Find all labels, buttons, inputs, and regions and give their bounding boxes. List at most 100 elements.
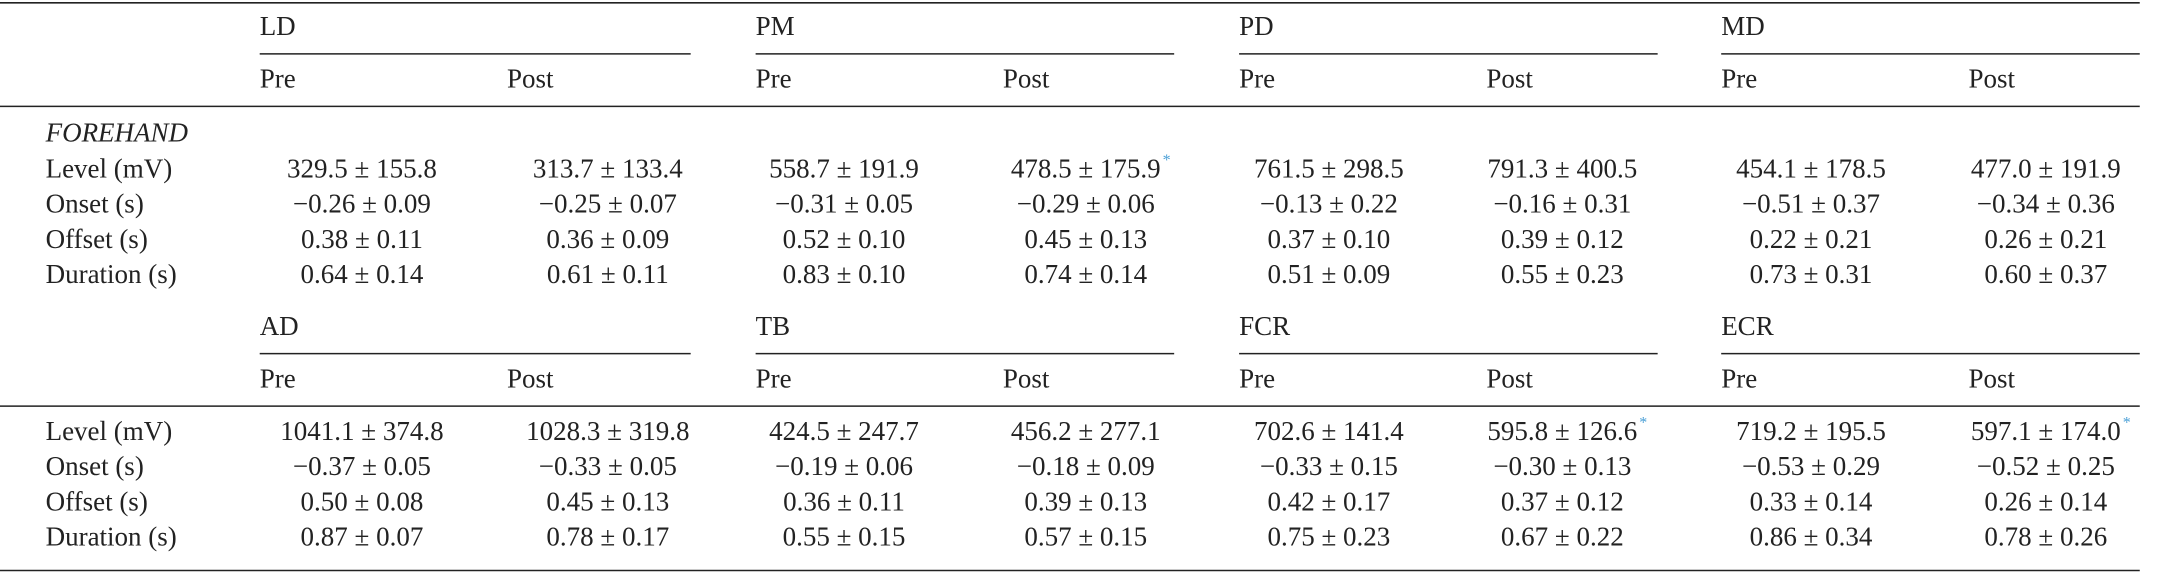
row-label: Onset (s) — [46, 451, 144, 481]
cell: 0.39 ± 0.13 — [1024, 486, 1147, 516]
cell: −0.33 ± 0.05 — [539, 451, 677, 481]
cell: 329.5 ± 155.8 — [287, 153, 437, 183]
cell: 0.45 ± 0.13 — [1024, 224, 1147, 254]
cell: −0.53 ± 0.29 — [1742, 451, 1880, 481]
cell: 313.7 ± 133.4 — [533, 153, 683, 183]
row-label: Duration (s) — [46, 259, 177, 289]
group-header: AD — [260, 311, 299, 341]
cell: 0.74 ± 0.14 — [1024, 259, 1147, 289]
cell: 1041.1 ± 374.8 — [280, 416, 443, 446]
cell: 0.86 ± 0.34 — [1750, 522, 1873, 552]
group-header: TB — [756, 311, 791, 341]
cell: 0.26 ± 0.14 — [1984, 486, 2107, 516]
cell: −0.34 ± 0.36 — [1977, 189, 2115, 219]
column-header: Pre — [1721, 363, 1757, 393]
group-header: PM — [756, 11, 795, 41]
cell: −0.18 ± 0.09 — [1017, 451, 1155, 481]
column-header: Pre — [1239, 64, 1275, 94]
cell: 0.45 ± 0.13 — [546, 486, 669, 516]
significance-mark: * — [1639, 414, 1647, 431]
significance-mark: * — [2123, 414, 2131, 431]
cell: 0.36 ± 0.11 — [783, 486, 905, 516]
cell: −0.16 ± 0.31 — [1493, 189, 1631, 219]
cell: 0.87 ± 0.07 — [301, 522, 424, 552]
cell: 702.6 ± 141.4 — [1254, 416, 1404, 446]
column-header: Post — [507, 363, 554, 393]
column-header: Post — [1486, 363, 1533, 393]
column-header: Post — [1486, 64, 1533, 94]
cell: 0.52 ± 0.10 — [783, 224, 906, 254]
cell: 0.33 ± 0.14 — [1750, 486, 1873, 516]
cell: 0.64 ± 0.14 — [301, 259, 424, 289]
cell: −0.37 ± 0.05 — [293, 451, 431, 481]
cell: 0.22 ± 0.21 — [1750, 224, 1873, 254]
cell: 0.37 ± 0.10 — [1267, 224, 1390, 254]
column-header: Post — [1968, 64, 2015, 94]
cell: 0.26 ± 0.21 — [1984, 224, 2107, 254]
cell: −0.19 ± 0.06 — [775, 451, 913, 481]
cell: 0.39 ± 0.12 — [1501, 224, 1624, 254]
cell: 0.36 ± 0.09 — [546, 224, 669, 254]
column-header: Post — [1968, 363, 2015, 393]
cell: 0.55 ± 0.15 — [783, 522, 906, 552]
cell: 558.7 ± 191.9 — [769, 153, 919, 183]
column-header: Post — [507, 64, 554, 94]
cell: 477.0 ± 191.9 — [1971, 153, 2121, 183]
cell: 0.57 ± 0.15 — [1024, 522, 1147, 552]
cell: 0.55 ± 0.23 — [1501, 259, 1624, 289]
cell: −0.13 ± 0.22 — [1260, 189, 1398, 219]
cell: 0.42 ± 0.17 — [1267, 486, 1390, 516]
cell: 0.51 ± 0.09 — [1267, 259, 1390, 289]
group-header: LD — [260, 11, 296, 41]
cell: −0.33 ± 0.15 — [1260, 451, 1398, 481]
cell: 0.50 ± 0.08 — [301, 486, 424, 516]
group-header: ECR — [1721, 311, 1774, 341]
column-header: Post — [1003, 64, 1050, 94]
row-label: Level (mV) — [46, 153, 173, 183]
section-label: FOREHAND — [45, 118, 189, 148]
cell: −0.29 ± 0.06 — [1017, 189, 1155, 219]
cell: 0.75 ± 0.23 — [1267, 522, 1390, 552]
cell: 1028.3 ± 319.8 — [526, 416, 689, 446]
cell: −0.25 ± 0.07 — [539, 189, 677, 219]
cell: 454.1 ± 178.5 — [1736, 153, 1886, 183]
row-label: Onset (s) — [46, 189, 144, 219]
cell: −0.30 ± 0.13 — [1493, 451, 1631, 481]
cell: 0.78 ± 0.17 — [546, 522, 669, 552]
column-header: Pre — [260, 363, 296, 393]
cell: 0.83 ± 0.10 — [783, 259, 906, 289]
row-label: Offset (s) — [46, 224, 148, 254]
cell: 761.5 ± 298.5 — [1254, 153, 1404, 183]
row-label: Level (mV) — [46, 416, 173, 446]
cell: 0.73 ± 0.31 — [1750, 259, 1873, 289]
group-header: MD — [1721, 11, 1765, 41]
cell: 0.60 ± 0.37 — [1984, 259, 2107, 289]
cell: 0.38 ± 0.11 — [301, 224, 423, 254]
column-header: Post — [1003, 363, 1050, 393]
significance-mark: * — [1163, 152, 1171, 169]
cell: −0.31 ± 0.05 — [775, 189, 913, 219]
cell: 0.78 ± 0.26 — [1984, 522, 2107, 552]
cell: 0.37 ± 0.12 — [1501, 486, 1624, 516]
column-header: Pre — [756, 64, 792, 94]
cell: 424.5 ± 247.7 — [769, 416, 919, 446]
group-header: PD — [1239, 11, 1274, 41]
row-label: Duration (s) — [46, 522, 177, 552]
column-header: Pre — [1721, 64, 1757, 94]
cell: 597.1 ± 174.0 — [1971, 416, 2121, 446]
column-header: Pre — [260, 64, 296, 94]
cell: 0.61 ± 0.11 — [547, 259, 669, 289]
group-header: FCR — [1239, 311, 1290, 341]
cell: 595.8 ± 126.6 — [1487, 416, 1637, 446]
cell: 791.3 ± 400.5 — [1487, 153, 1637, 183]
column-header: Pre — [1239, 363, 1275, 393]
cell: −0.52 ± 0.25 — [1977, 451, 2115, 481]
cell: 478.5 ± 175.9 — [1011, 153, 1161, 183]
row-label: Offset (s) — [46, 486, 148, 516]
cell: −0.51 ± 0.37 — [1742, 189, 1880, 219]
cell: 0.67 ± 0.22 — [1501, 522, 1624, 552]
cell: 719.2 ± 195.5 — [1736, 416, 1886, 446]
column-header: Pre — [756, 363, 792, 393]
